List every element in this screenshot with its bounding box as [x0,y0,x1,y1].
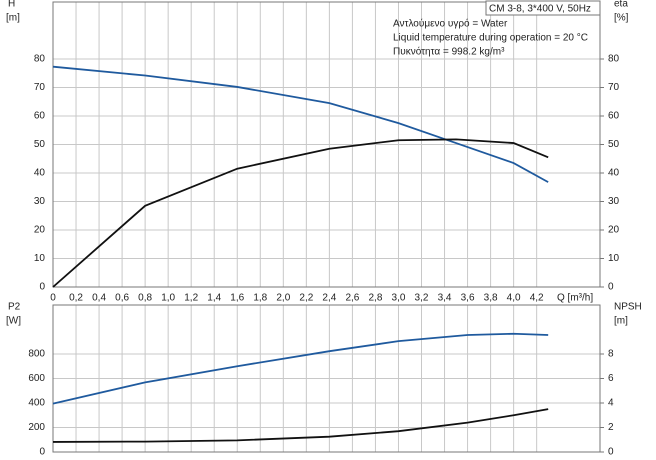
title-box [485,0,601,16]
x-tick-label: 1,2 [184,293,198,304]
y2-tick-label: 70 [608,82,620,93]
y2-axis-label: NPSH [614,302,642,313]
y2-tick-label: 60 [608,111,620,122]
curve [52,65,549,183]
y2-tick-label: 20 [608,225,620,236]
y-tick-label: 60 [34,111,46,122]
x-tick-label: 0 [50,293,56,304]
x-tick-label: 2,2 [299,293,313,304]
x-tick-label: 0,6 [115,293,129,304]
x-tick-label: 3,4 [438,293,452,304]
y2-tick-label: 0 [608,447,614,458]
y2-tick-label: 6 [608,373,614,384]
y-tick-label: 30 [34,196,46,207]
x-tick-label: 2,4 [322,293,336,304]
y-tick-label: 600 [28,373,45,384]
y-axis-label: P2 [8,302,21,313]
x-tick-label: 1,6 [230,293,244,304]
y2-tick-label: 30 [608,196,620,207]
y2-axis-unit: [%] [614,13,629,24]
x-tick-label: 0,8 [138,293,152,304]
y2-tick-label: 2 [608,422,614,433]
y-tick-label: 80 [34,54,46,65]
y2-tick-label: 40 [608,168,620,179]
x-tick-label: 1,8 [253,293,267,304]
y-tick-label: 200 [28,422,45,433]
y-tick-label: 400 [28,398,45,409]
note: Liquid temperature during operation = 20… [393,33,588,44]
x-tick-label: 0,2 [69,293,83,304]
y-tick-label: 20 [34,225,46,236]
y2-axis-unit: [m] [614,316,628,327]
plot-frame [52,304,601,453]
x-tick-label: 2,6 [345,293,359,304]
curve [52,138,549,288]
y2-tick-label: 10 [608,253,620,264]
x-tick-label: 2,8 [368,293,382,304]
y2-tick-label: 50 [608,139,620,150]
x-tick-label: 1,4 [207,293,221,304]
y-axis-unit: [W] [6,316,21,327]
note: Πυκνότητα = 998.2 kg/m³ [393,46,505,58]
x-tick-label: 3,6 [461,293,475,304]
y2-tick-label: 8 [608,349,614,360]
x-tick-label: 4,2 [530,293,544,304]
x-tick-label: 4,0 [507,293,521,304]
curve [52,332,549,405]
x-tick-label: 1,0 [161,293,175,304]
y2-tick-label: 4 [608,398,614,409]
x-tick-label: 3,0 [392,293,406,304]
x-tick-label: 2,0 [276,293,290,304]
y-axis-unit: [m] [6,13,20,24]
y-tick-label: 40 [34,168,46,179]
y-tick-label: 70 [34,82,46,93]
y-axis-label: H [8,0,15,10]
y-tick-label: 0 [39,447,45,458]
plot-frame [52,1,601,288]
curve [52,408,549,443]
y2-tick-label: 0 [608,282,614,293]
x-tick-label: 3,2 [415,293,429,304]
x-tick-label: 0,4 [92,293,106,304]
y2-axis-label: eta [614,0,628,10]
y-tick-label: 50 [34,139,46,150]
chart-title: CM 3-8, 3*400 V, 50Hz [489,4,591,15]
y-tick-label: 10 [34,253,46,264]
y-tick-label: 0 [39,282,45,293]
x-axis-label: Q [m³/h] [557,293,593,304]
note: Αντλούμενο υγρό = Water [393,18,508,30]
y2-tick-label: 80 [608,54,620,65]
y-tick-label: 800 [28,349,45,360]
x-tick-label: 3,8 [484,293,498,304]
